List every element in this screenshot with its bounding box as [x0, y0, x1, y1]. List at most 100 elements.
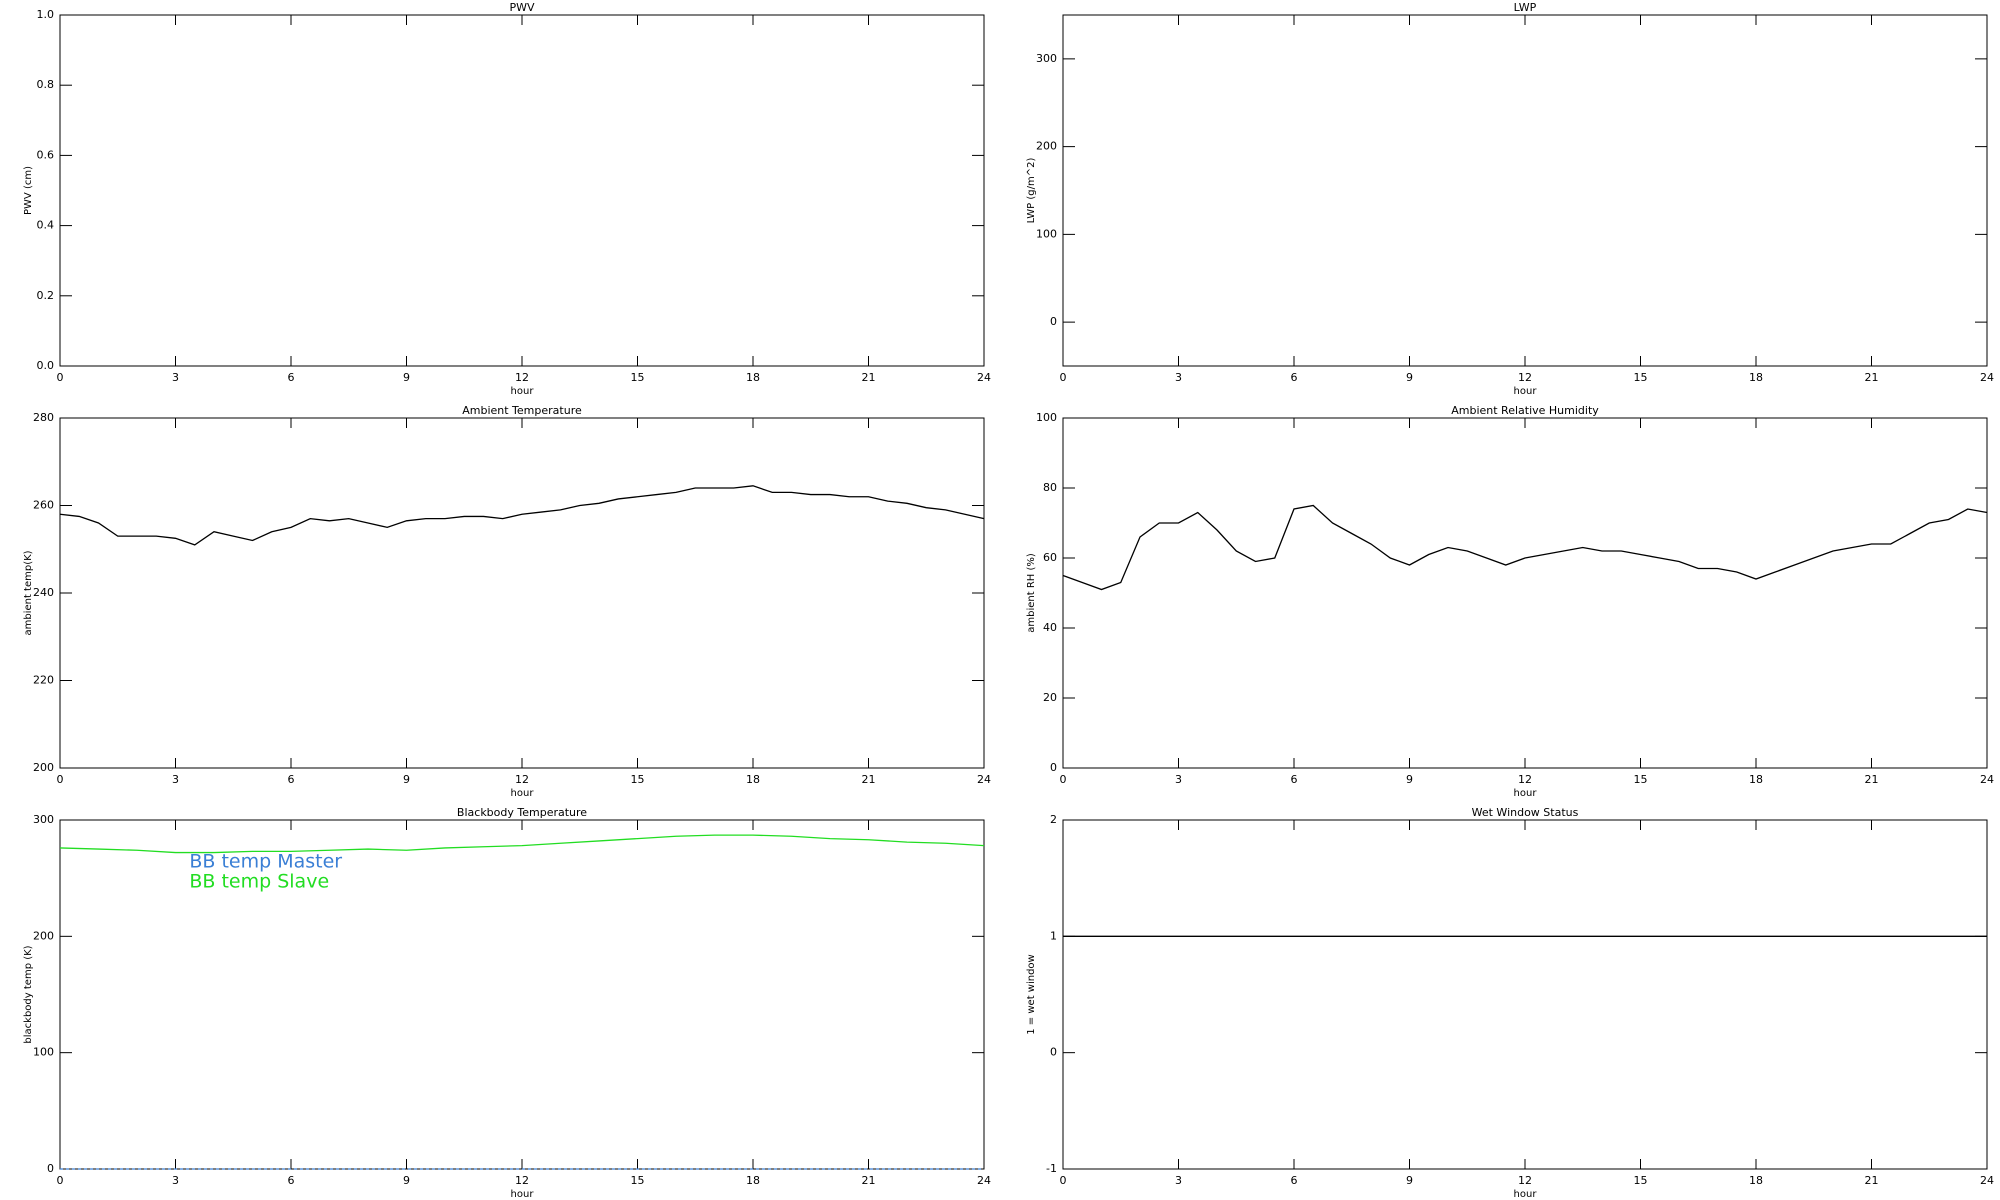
x-tick-label: 12: [515, 1174, 529, 1187]
y-axis-label: LWP (g/m^2): [1026, 158, 1037, 224]
x-tick-label: 12: [1518, 1174, 1532, 1187]
x-tick-label: 12: [1518, 371, 1532, 384]
x-tick-label: 9: [1406, 1174, 1413, 1187]
y-axis-label: ambient RH (%): [1026, 553, 1037, 633]
x-tick-label: 21: [1865, 371, 1879, 384]
y-tick-label: 200: [1036, 140, 1057, 153]
x-tick-label: 12: [515, 773, 529, 786]
x-tick-label: 18: [746, 773, 760, 786]
y-axis-label: PWV (cm): [23, 166, 34, 215]
y-tick-label: 300: [33, 813, 54, 826]
chart-title: Ambient Relative Humidity: [1451, 404, 1599, 417]
y-axis-label: ambient temp(K): [23, 550, 34, 635]
y-tick-label: 0: [47, 1162, 54, 1175]
x-tick-label: 15: [631, 1174, 645, 1187]
x-tick-label: 0: [1060, 371, 1067, 384]
y-axis-label: 1 = wet window: [1026, 954, 1037, 1034]
y-tick-label: 240: [33, 586, 54, 599]
plot-frame: [1062, 819, 1988, 1170]
x-tick-label: 18: [1749, 1174, 1763, 1187]
x-tick-label: 21: [862, 371, 876, 384]
x-axis-label: hour: [1514, 386, 1538, 397]
x-tick-label: 6: [1291, 371, 1298, 384]
x-axis-label: hour: [1514, 788, 1538, 799]
chart-title: Wet Window Status: [1472, 806, 1579, 819]
y-tick-label: 0: [1050, 1046, 1057, 1059]
x-tick-label: 3: [172, 773, 179, 786]
y-tick-label: 20: [1043, 691, 1057, 704]
y-tick-label: 0.4: [37, 219, 55, 232]
y-tick-label: 0: [1050, 761, 1057, 774]
x-tick-label: 3: [1175, 773, 1182, 786]
x-tick-label: 0: [57, 773, 64, 786]
x-tick-label: 6: [288, 773, 295, 786]
x-tick-label: 6: [288, 371, 295, 384]
x-tick-label: 21: [1865, 1174, 1879, 1187]
x-tick-label: 15: [1634, 773, 1648, 786]
x-tick-label: 9: [1406, 773, 1413, 786]
x-tick-label: 3: [1175, 371, 1182, 384]
x-tick-label: 24: [1980, 773, 1994, 786]
plot-frame: [1062, 417, 1988, 769]
x-tick-label: 3: [172, 1174, 179, 1187]
x-tick-label: 18: [1749, 371, 1763, 384]
x-tick-label: 21: [862, 1174, 876, 1187]
plot-frame: [59, 417, 985, 769]
y-tick-label: 1: [1050, 929, 1057, 942]
y-tick-label: 200: [33, 929, 54, 942]
x-tick-label: 21: [862, 773, 876, 786]
y-tick-label: 200: [33, 761, 54, 774]
x-tick-label: 3: [172, 371, 179, 384]
chart-title: PWV: [509, 1, 535, 14]
x-tick-label: 18: [1749, 773, 1763, 786]
x-axis-label: hour: [511, 386, 535, 397]
data-line: [59, 834, 985, 854]
y-tick-label: 40: [1043, 621, 1057, 634]
x-tick-label: 3: [1175, 1174, 1182, 1187]
y-tick-label: 0: [1050, 315, 1057, 328]
x-tick-label: 6: [1291, 1174, 1298, 1187]
x-tick-label: 18: [746, 371, 760, 384]
x-tick-label: 0: [57, 1174, 64, 1187]
legend-entry: BB temp Slave: [189, 871, 329, 893]
chart-title: Ambient Temperature: [462, 404, 582, 417]
y-tick-label: 220: [33, 674, 54, 687]
y-tick-label: 80: [1043, 481, 1057, 494]
x-axis-label: hour: [511, 788, 535, 799]
plot-frame: [59, 14, 985, 367]
x-tick-label: 0: [1060, 1174, 1067, 1187]
data-line: [59, 485, 985, 546]
y-tick-label: 60: [1043, 551, 1057, 564]
chart-title: LWP: [1514, 1, 1537, 14]
x-tick-label: 24: [977, 371, 991, 384]
x-tick-label: 24: [1980, 1174, 1994, 1187]
x-tick-label: 6: [1291, 773, 1298, 786]
x-axis-label: hour: [1514, 1189, 1538, 1200]
y-tick-label: 1.0: [37, 8, 55, 21]
y-tick-label: 0.6: [37, 148, 55, 161]
plot-frame: [1062, 14, 1988, 367]
y-tick-label: -1: [1046, 1162, 1057, 1175]
y-tick-label: 0.2: [37, 289, 55, 302]
x-tick-label: 9: [403, 773, 410, 786]
chart-title: Blackbody Temperature: [457, 806, 587, 819]
data-line: [1062, 504, 1988, 591]
x-axis-label: hour: [511, 1189, 535, 1200]
x-tick-label: 9: [403, 1174, 410, 1187]
x-tick-label: 0: [57, 371, 64, 384]
y-tick-label: 100: [1036, 227, 1057, 240]
y-tick-label: 100: [1036, 411, 1057, 424]
x-tick-label: 0: [1060, 773, 1067, 786]
x-tick-label: 21: [1865, 773, 1879, 786]
x-tick-label: 12: [1518, 773, 1532, 786]
legend-entry: BB temp Master: [189, 851, 342, 873]
y-tick-label: 2: [1050, 813, 1057, 826]
y-tick-label: 0.8: [37, 78, 55, 91]
x-tick-label: 24: [977, 773, 991, 786]
y-tick-label: 280: [33, 411, 54, 424]
x-tick-label: 15: [631, 371, 645, 384]
x-tick-label: 18: [746, 1174, 760, 1187]
y-tick-label: 260: [33, 499, 54, 512]
x-tick-label: 6: [288, 1174, 295, 1187]
